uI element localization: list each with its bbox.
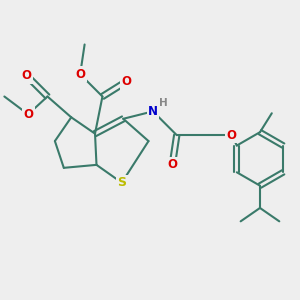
Text: S: S: [117, 176, 126, 189]
Text: O: O: [22, 69, 32, 82]
Text: O: O: [167, 158, 177, 171]
Text: N: N: [148, 105, 158, 118]
Text: O: O: [23, 108, 33, 121]
Text: O: O: [75, 68, 85, 81]
Text: O: O: [121, 75, 131, 88]
Text: O: O: [227, 129, 237, 142]
Text: H: H: [159, 98, 168, 108]
